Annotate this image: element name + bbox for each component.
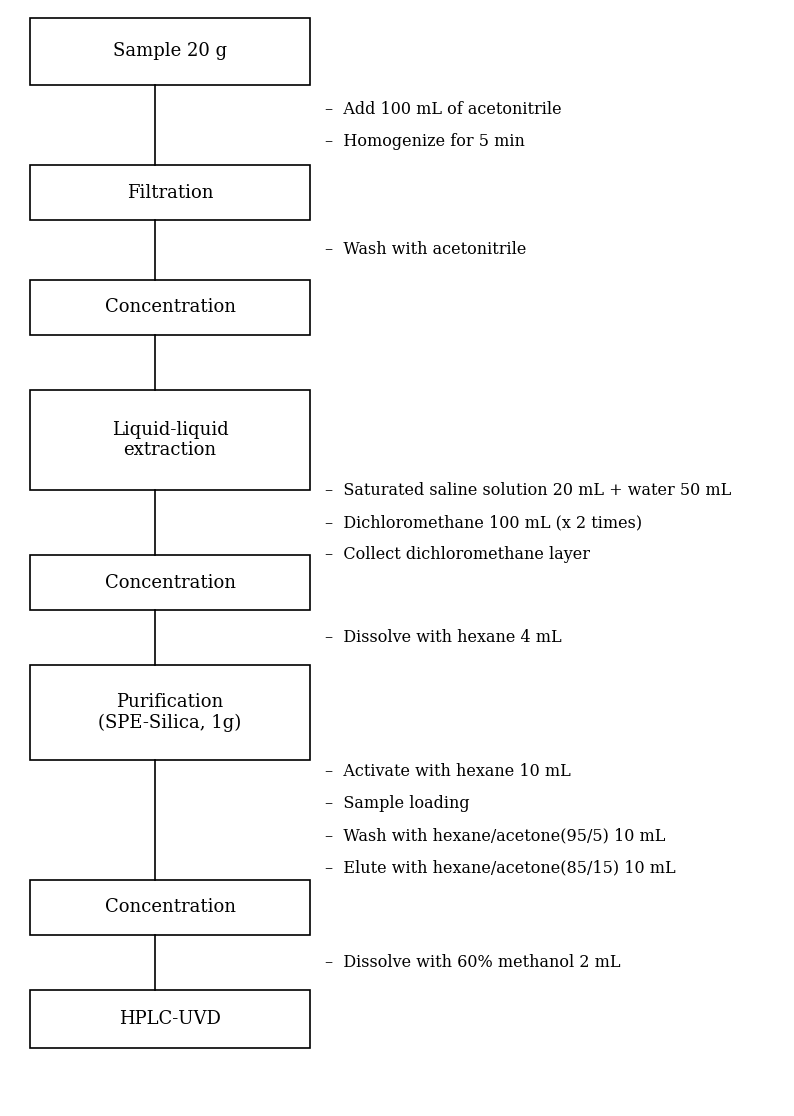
Text: –  Saturated saline solution 20 mL + water 50 mL: – Saturated saline solution 20 mL + wate… — [325, 482, 731, 499]
Text: Purification
(SPE-Silica, 1g): Purification (SPE-Silica, 1g) — [98, 693, 241, 732]
Text: Concentration: Concentration — [105, 574, 236, 591]
Text: –  Dissolve with 60% methanol 2 mL: – Dissolve with 60% methanol 2 mL — [325, 954, 620, 971]
Text: –  Wash with hexane/acetone(95/5) 10 mL: – Wash with hexane/acetone(95/5) 10 mL — [325, 827, 665, 845]
Bar — [30, 280, 310, 335]
Text: –  Dissolve with hexane 4 mL: – Dissolve with hexane 4 mL — [325, 629, 561, 646]
Text: –  Add 100 mL of acetonitrile: – Add 100 mL of acetonitrile — [325, 100, 561, 117]
Text: Filtration: Filtration — [127, 183, 214, 202]
Text: –  Elute with hexane/acetone(85/15) 10 mL: – Elute with hexane/acetone(85/15) 10 mL — [325, 859, 676, 876]
Bar — [30, 389, 310, 490]
Text: Concentration: Concentration — [105, 298, 236, 317]
Text: Concentration: Concentration — [105, 898, 236, 916]
Bar — [30, 555, 310, 610]
Bar — [30, 990, 310, 1048]
Text: –  Dichloromethane 100 mL (x 2 times): – Dichloromethane 100 mL (x 2 times) — [325, 514, 642, 531]
Text: –  Homogenize for 5 min: – Homogenize for 5 min — [325, 133, 525, 150]
Text: Sample 20 g: Sample 20 g — [113, 42, 227, 60]
Text: HPLC-UVD: HPLC-UVD — [119, 1010, 221, 1028]
Text: –  Wash with acetonitrile: – Wash with acetonitrile — [325, 241, 526, 259]
Bar — [30, 165, 310, 220]
Text: –  Collect dichloromethane layer: – Collect dichloromethane layer — [325, 546, 590, 562]
Bar — [30, 881, 310, 935]
Text: Liquid-liquid
extraction: Liquid-liquid extraction — [112, 421, 229, 460]
Bar — [30, 665, 310, 760]
Text: –  Sample loading: – Sample loading — [325, 796, 469, 812]
Bar — [30, 18, 310, 85]
Text: –  Activate with hexane 10 mL: – Activate with hexane 10 mL — [325, 763, 571, 780]
